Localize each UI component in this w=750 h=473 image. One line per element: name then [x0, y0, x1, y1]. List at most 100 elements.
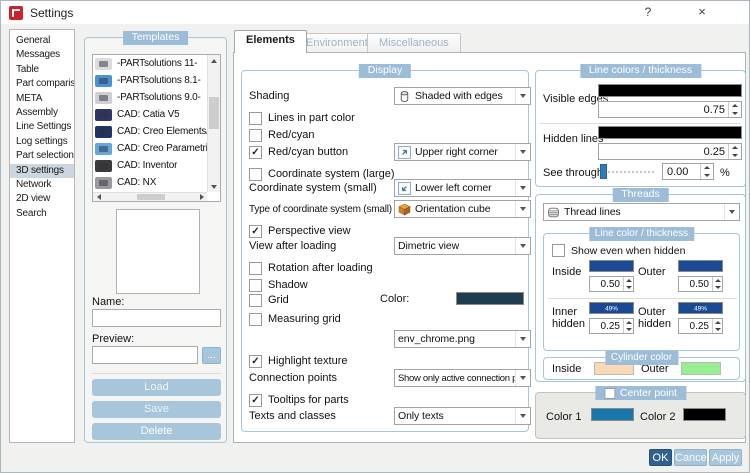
see-through-label: See through:: [543, 167, 606, 179]
name-input[interactable]: [92, 309, 221, 327]
view-after-loading-value: Dimetric view: [398, 240, 460, 252]
spin-down-icon[interactable]: [713, 326, 722, 333]
perspective-view-checkbox[interactable]: ✓: [249, 224, 262, 238]
template-item[interactable]: CAD: Inventor: [93, 157, 208, 174]
spin-down-icon[interactable]: [713, 284, 722, 291]
preview-input[interactable]: [92, 346, 198, 364]
spin-up-icon[interactable]: [624, 319, 633, 326]
cylinder-outer-color[interactable]: [681, 362, 721, 375]
template-item[interactable]: CAD: Catia V5: [93, 106, 208, 123]
sidebar-item-assembly[interactable]: Assembly: [16, 106, 58, 118]
horizontal-scrollbar[interactable]: [93, 192, 207, 201]
sidebar-item-3d-settings[interactable]: 3D settings: [10, 163, 74, 178]
grid-checkbox[interactable]: [249, 293, 262, 307]
template-item[interactable]: -PARTsolutions 9.0-: [93, 89, 208, 106]
template-item[interactable]: CAD: Creo Elements/Direc: [93, 123, 208, 140]
view-after-loading-select[interactable]: Dimetric view: [394, 237, 531, 255]
help-button[interactable]: ?: [644, 5, 652, 19]
connection-points-select[interactable]: Show only active connection points: [394, 369, 531, 387]
spin-up-icon[interactable]: [729, 102, 741, 110]
sidebar-item-line-settings[interactable]: Line Settings: [16, 121, 72, 133]
template-item[interactable]: -PARTsolutions 11-: [93, 55, 208, 72]
cancel-button[interactable]: Cancel: [674, 449, 709, 466]
hidden-lines-thickness-spinner[interactable]: 0.25: [598, 143, 742, 160]
coordinate-system-small-select[interactable]: Lower left corner: [394, 179, 531, 197]
template-item[interactable]: CAD: Creo Parametric: [93, 140, 208, 157]
spin-up-icon[interactable]: [701, 164, 713, 172]
tab-elements[interactable]: Elements: [234, 30, 307, 53]
thread-inside-spinner[interactable]: 0.50: [589, 276, 634, 292]
thread-outer-color[interactable]: [678, 260, 723, 272]
sidebar-item-table[interactable]: Table: [16, 63, 39, 75]
rotation-after-loading-checkbox[interactable]: [249, 261, 262, 275]
shading-select[interactable]: Shaded with edges: [394, 87, 531, 105]
close-button[interactable]: ×: [698, 4, 706, 19]
scroll-right-icon[interactable]: [196, 193, 207, 201]
sidebar-item-search[interactable]: Search: [16, 207, 47, 219]
sidebar-item-2d-view[interactable]: 2D view: [16, 193, 51, 205]
red-cyan-button-checkbox[interactable]: ✓: [249, 145, 262, 159]
sidebar-item-messages[interactable]: Messages: [16, 49, 60, 61]
lines-in-part-color-checkbox[interactable]: [249, 111, 262, 125]
thread-type-select[interactable]: Thread lines: [543, 203, 740, 221]
sidebar-item-general[interactable]: General: [16, 35, 51, 46]
red-cyan-position-select[interactable]: Upper right corner: [394, 143, 531, 161]
thread-inner-hidden-color[interactable]: 49%: [589, 302, 634, 314]
visible-edges-thickness-spinner[interactable]: 0.75: [598, 101, 742, 118]
scroll-up-icon[interactable]: [208, 55, 220, 66]
measuring-grid-checkbox[interactable]: [249, 312, 262, 326]
slider-handle[interactable]: [600, 164, 607, 179]
show-even-when-hidden-checkbox[interactable]: [552, 244, 565, 257]
coordinate-type-select[interactable]: Orientation cube: [394, 200, 531, 218]
sidebar-item-log-settings[interactable]: Log settings: [16, 135, 68, 147]
spin-down-icon[interactable]: [729, 110, 741, 118]
spin-down-icon[interactable]: [624, 326, 633, 333]
thread-outer-hidden-spinner[interactable]: 0.25: [678, 318, 723, 334]
apply-button[interactable]: Apply: [709, 449, 742, 466]
thread-outer-spinner[interactable]: 0.50: [678, 276, 723, 292]
ok-button[interactable]: OK: [649, 449, 672, 466]
highlight-texture-checkbox[interactable]: ✓: [249, 354, 262, 368]
browse-button[interactable]: ...: [202, 347, 221, 364]
red-cyan-checkbox[interactable]: [249, 128, 262, 142]
grid-color-swatch[interactable]: [456, 292, 524, 305]
spin-down-icon[interactable]: [729, 152, 741, 160]
tab-miscellaneous[interactable]: Miscellaneous: [367, 33, 461, 53]
template-item[interactable]: CAD: NX: [93, 174, 208, 191]
thread-outer-hidden-color[interactable]: 49%: [678, 302, 723, 314]
spin-up-icon[interactable]: [729, 144, 741, 152]
sidebar-item-part-comparison[interactable]: Part comparison: [16, 78, 74, 90]
texts-classes-select[interactable]: Only texts: [394, 407, 531, 425]
save-button[interactable]: Save: [92, 401, 221, 418]
color1-swatch[interactable]: [591, 408, 634, 421]
tooltips-checkbox[interactable]: ✓: [249, 393, 262, 407]
shadow-checkbox[interactable]: [249, 278, 262, 292]
spin-down-icon[interactable]: [624, 284, 633, 291]
thread-inner-hidden-spinner[interactable]: 0.25: [589, 318, 634, 334]
vertical-scrollbar[interactable]: [207, 55, 220, 192]
scrollbar-thumb[interactable]: [209, 97, 219, 129]
load-button[interactable]: Load: [92, 379, 221, 396]
thread-inside-color[interactable]: [589, 260, 634, 272]
delete-button[interactable]: Delete: [92, 423, 221, 440]
template-item[interactable]: -PARTsolutions 8.1-: [93, 72, 208, 89]
texture-select[interactable]: env_chrome.png: [394, 330, 531, 348]
scroll-down-icon[interactable]: [208, 181, 220, 192]
visible-edges-color-bar[interactable]: [598, 84, 742, 97]
sidebar-item-network[interactable]: Network: [16, 178, 52, 190]
spin-up-icon[interactable]: [713, 277, 722, 284]
coordinate-system-large-checkbox[interactable]: [249, 167, 262, 181]
center-point-checkbox[interactable]: [603, 387, 615, 399]
color2-swatch[interactable]: [683, 408, 726, 421]
spin-up-icon[interactable]: [713, 319, 722, 326]
spin-up-icon[interactable]: [624, 277, 633, 284]
sidebar-item-part-selection[interactable]: Part selection: [16, 150, 74, 162]
spin-down-icon[interactable]: [701, 172, 713, 180]
hidden-lines-color-bar[interactable]: [598, 126, 742, 139]
scrollbar-thumb[interactable]: [137, 194, 165, 200]
scroll-left-icon[interactable]: [93, 193, 104, 201]
see-through-slider[interactable]: [600, 164, 656, 180]
connection-points-label: Connection points: [249, 372, 338, 384]
see-through-spinner[interactable]: 0.00: [662, 163, 714, 180]
sidebar-item-meta[interactable]: META: [16, 92, 43, 104]
